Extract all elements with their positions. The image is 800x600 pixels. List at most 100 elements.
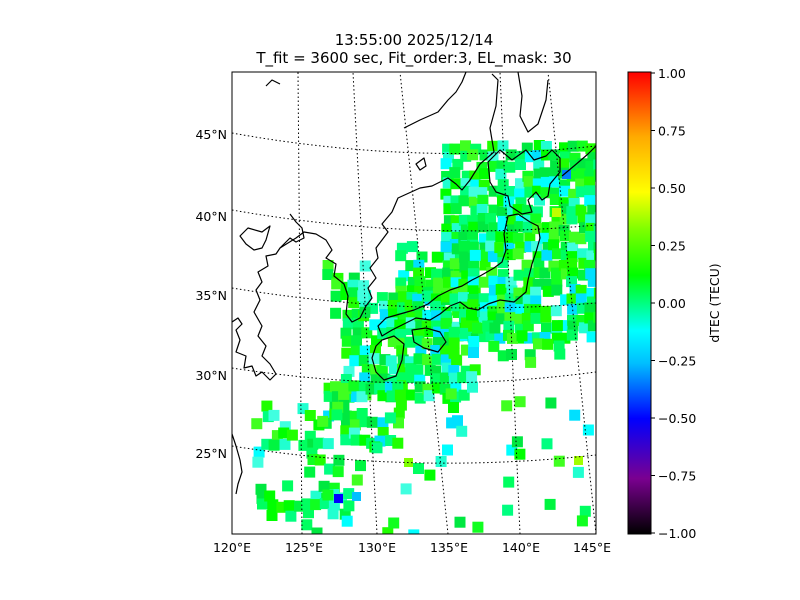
dtec-cell bbox=[370, 344, 381, 356]
dtec-cell bbox=[304, 466, 316, 478]
coast-kurils bbox=[561, 145, 596, 177]
dtec-cell bbox=[398, 270, 410, 282]
meridian-135 bbox=[399, 72, 449, 534]
dtec-cell bbox=[324, 463, 336, 475]
dtec-cell bbox=[558, 197, 570, 209]
dtec-cell bbox=[507, 204, 518, 216]
dtec-cell bbox=[377, 390, 389, 402]
dtec-cell bbox=[577, 158, 589, 170]
dtec-cell bbox=[548, 149, 560, 161]
dtec-cell bbox=[595, 489, 596, 501]
dtec-cell bbox=[495, 284, 507, 295]
dtec-cell bbox=[560, 203, 572, 215]
dtec-cell bbox=[387, 300, 399, 311]
dtec-cell bbox=[523, 176, 535, 188]
dtec-cell bbox=[448, 402, 459, 413]
dtec-cell bbox=[559, 213, 571, 225]
dtec-cell bbox=[367, 302, 379, 314]
dtec-cell bbox=[467, 230, 479, 242]
dtec-cell bbox=[554, 348, 566, 360]
dtec-cell bbox=[485, 240, 497, 252]
cb-tick-1-00: 1.00 bbox=[658, 66, 686, 81]
dtec-cell bbox=[503, 242, 515, 254]
dtec-cell bbox=[560, 230, 571, 242]
dtec-cell bbox=[253, 446, 265, 458]
dtec-cell bbox=[514, 221, 526, 233]
dtec-cell bbox=[359, 306, 371, 318]
dtec-cell bbox=[271, 430, 283, 442]
dtec-cell bbox=[497, 221, 509, 233]
dtec-cell bbox=[433, 337, 444, 349]
dtec-cell bbox=[458, 292, 469, 304]
dtec-cell bbox=[397, 291, 409, 303]
dtec-cell bbox=[488, 295, 500, 307]
dtec-cell bbox=[551, 214, 563, 226]
dtec-cell bbox=[374, 383, 386, 395]
dtec-cell bbox=[593, 159, 596, 171]
dtec-cell bbox=[449, 293, 461, 305]
dtec-cell bbox=[548, 176, 560, 188]
dtec-cell bbox=[503, 320, 515, 332]
dtec-cell bbox=[358, 355, 370, 366]
dtec-cell bbox=[448, 326, 460, 338]
dtec-cell bbox=[482, 320, 494, 332]
dtec-cell bbox=[397, 354, 409, 366]
dtec-cell bbox=[467, 149, 479, 161]
dtec-cell bbox=[307, 438, 319, 450]
dtec-cell bbox=[549, 187, 561, 199]
dtec-cell bbox=[379, 309, 391, 321]
dtec-cell bbox=[488, 275, 500, 287]
dtec-cell bbox=[506, 349, 517, 360]
dtec-cell bbox=[567, 242, 579, 254]
parallel-35 bbox=[232, 287, 596, 309]
coast-bohai bbox=[279, 213, 305, 249]
coast-shikoku bbox=[411, 327, 447, 353]
dtec-cell bbox=[540, 187, 552, 199]
dtec-cell bbox=[340, 434, 352, 446]
colorbar-ticks bbox=[651, 72, 655, 534]
dtec-cell bbox=[333, 454, 345, 466]
colorbar-label: dTEC (TECU) bbox=[707, 263, 722, 342]
dtec-cell bbox=[439, 372, 451, 384]
dtec-cell bbox=[440, 345, 452, 357]
dtec-cell bbox=[278, 427, 290, 439]
dtec-cell bbox=[405, 260, 417, 272]
dtec-cell bbox=[575, 204, 587, 216]
dtec-cell bbox=[544, 498, 556, 510]
dtec-cell bbox=[304, 430, 316, 442]
map-panel: 120°E 125°E 130°E 135°E 140°E 145°E 25°N… bbox=[195, 71, 611, 555]
dtec-cell bbox=[596, 198, 607, 209]
dtec-cell bbox=[479, 259, 491, 271]
dtec-cell bbox=[257, 498, 268, 510]
dtec-cell bbox=[575, 178, 587, 190]
dtec-cell bbox=[459, 309, 471, 321]
dtec-cell bbox=[507, 224, 518, 236]
dtec-cell bbox=[502, 504, 514, 516]
dtec-cell bbox=[467, 276, 479, 288]
dtec-cell bbox=[424, 326, 436, 338]
dtec-cell bbox=[515, 150, 527, 162]
coast-mainland-asia bbox=[232, 73, 499, 381]
dtec-cell bbox=[459, 251, 471, 263]
dtec-cell bbox=[450, 300, 462, 312]
dtec-cell bbox=[524, 151, 536, 163]
dtec-cell bbox=[377, 427, 389, 438]
dtec-cell bbox=[348, 427, 360, 439]
dtec-cell bbox=[430, 373, 441, 385]
dtec-cell bbox=[506, 215, 518, 227]
dtec-cell bbox=[459, 327, 471, 339]
dtec-cell bbox=[497, 350, 509, 362]
dtec-cell bbox=[497, 269, 509, 281]
dtec-cell bbox=[468, 336, 480, 347]
dtec-cell bbox=[361, 364, 373, 375]
lon-tick-labels: 120°E 125°E 130°E 135°E 140°E 145°E bbox=[213, 540, 611, 555]
dtec-cell bbox=[596, 180, 607, 191]
dtec-cell bbox=[575, 293, 587, 305]
dtec-cell bbox=[595, 389, 596, 401]
dtec-cell bbox=[359, 372, 371, 384]
dtec-cell bbox=[504, 293, 516, 305]
dtec-cell bbox=[540, 141, 552, 152]
coast-shandong bbox=[239, 225, 271, 251]
dtec-cell bbox=[458, 214, 470, 226]
dtec-cell bbox=[548, 231, 560, 243]
